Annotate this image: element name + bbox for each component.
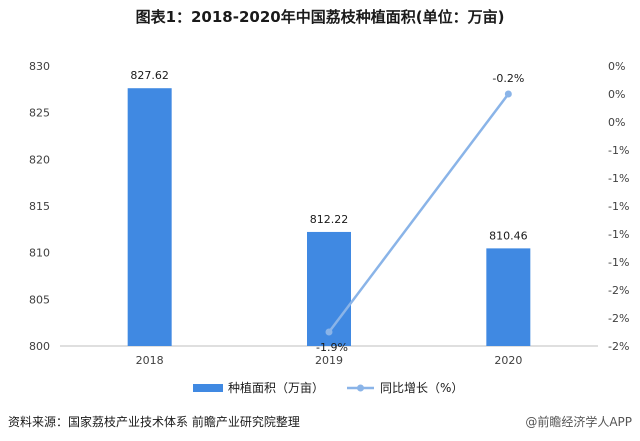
- legend-swatch-point: [357, 384, 364, 392]
- right-tick-label: -1%: [608, 200, 629, 213]
- x-tick-label: 2018: [136, 354, 164, 367]
- right-tick-label: -1%: [608, 256, 629, 269]
- left-tick-label: 820: [29, 153, 50, 166]
- legend: 种植面积（万亩） 同比增长（%）: [193, 380, 463, 395]
- line-value-label: -1.9%: [316, 341, 348, 354]
- bar-value-label: 810.46: [489, 229, 528, 242]
- credit-watermark: @前瞻经济学人APP: [525, 415, 632, 429]
- right-tick-label: 0%: [608, 116, 625, 129]
- legend-swatch-bar: [193, 384, 223, 392]
- chart-title: 图表1：2018-2020年中国荔枝种植面积(单位：万亩): [135, 8, 505, 26]
- x-tick-label: 2020: [494, 354, 522, 367]
- right-tick-label: -2%: [608, 284, 629, 297]
- data-labels: 827.62 812.22 810.46 -1.9% -0.2%: [130, 69, 527, 354]
- legend-label-line: 同比增长（%）: [380, 381, 463, 395]
- bar: [127, 88, 172, 347]
- right-tick-label: -1%: [608, 144, 629, 157]
- bar-value-label: 812.22: [310, 213, 349, 226]
- bar: [307, 231, 351, 346]
- left-tick-label: 800: [29, 340, 50, 353]
- right-tick-label: 0%: [608, 60, 625, 73]
- x-axis-ticks: 2018 2019 2020: [136, 354, 523, 367]
- bar-series: [127, 88, 531, 347]
- right-tick-label: -2%: [608, 340, 629, 353]
- growth-line: [328, 93, 510, 333]
- right-tick-label: -2%: [608, 312, 629, 325]
- left-tick-label: 805: [29, 293, 50, 306]
- line-point: [325, 328, 333, 336]
- left-tick-label: 830: [29, 60, 50, 73]
- line-point: [504, 90, 512, 98]
- right-tick-label: 0%: [608, 88, 625, 101]
- right-axis-ticks: 0% 0% 0% -1% -1% -1% -1% -1% -2% -2% -2%: [608, 60, 629, 353]
- x-tick-label: 2019: [315, 354, 343, 367]
- left-tick-label: 825: [29, 107, 50, 120]
- left-axis-ticks: 800 805 810 815 820 825 830: [29, 60, 50, 353]
- line-value-label: -0.2%: [492, 72, 524, 85]
- bar-value-label: 827.62: [130, 69, 169, 82]
- bar: [486, 248, 531, 346]
- legend-label-bar: 种植面积（万亩）: [228, 380, 324, 395]
- line-series: [325, 90, 512, 336]
- right-tick-label: -1%: [608, 172, 629, 185]
- source-note: 资料来源：国家荔枝产业技术体系 前瞻产业研究院整理: [8, 415, 300, 429]
- right-tick-label: -1%: [608, 228, 629, 241]
- left-tick-label: 810: [29, 247, 50, 260]
- left-tick-label: 815: [29, 200, 50, 213]
